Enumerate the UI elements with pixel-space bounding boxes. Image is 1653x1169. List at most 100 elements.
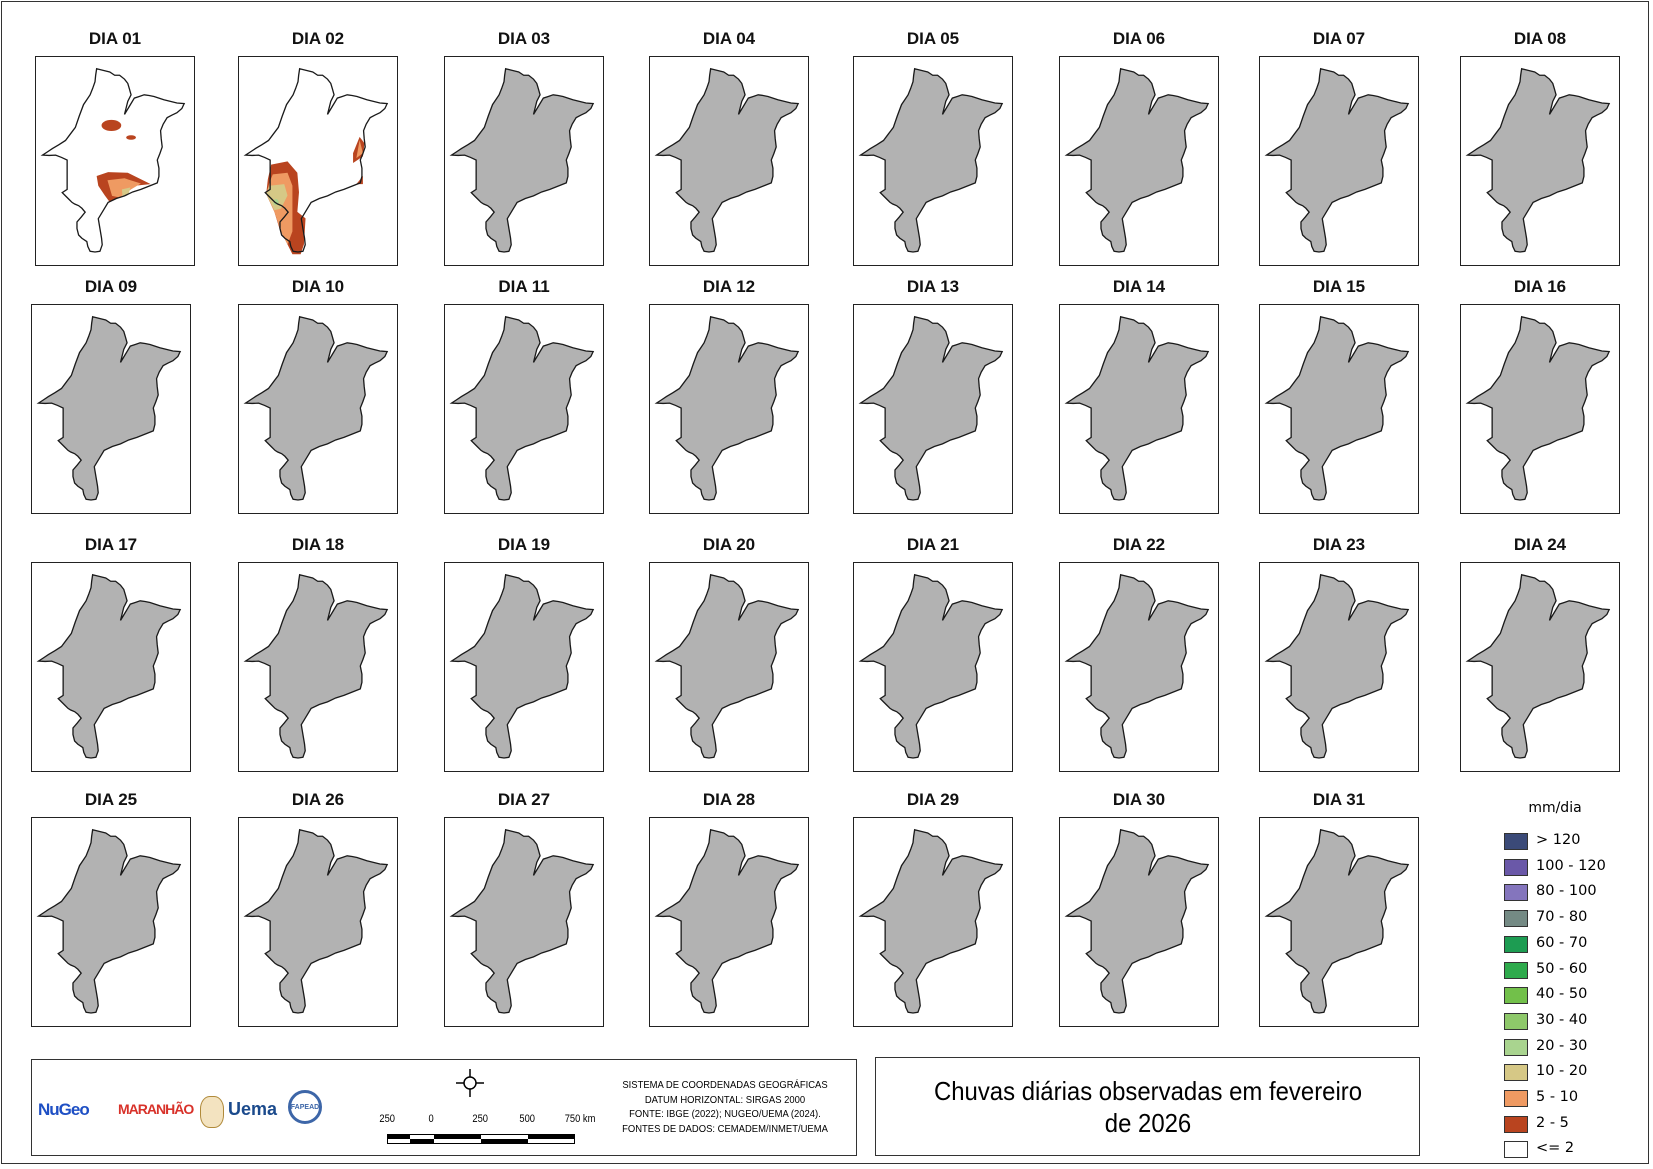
maranhao-map xyxy=(1466,316,1610,501)
legend-swatch xyxy=(1504,1038,1528,1056)
day-label: DIA 24 xyxy=(1513,535,1567,554)
legend-label: <= 2 xyxy=(1536,1140,1575,1157)
day-map-07 xyxy=(1259,56,1419,266)
maranhao-map xyxy=(1265,316,1409,501)
legend-label: 10 - 20 xyxy=(1536,1063,1588,1080)
legend-label: 100 - 120 xyxy=(1536,857,1606,874)
state-area xyxy=(38,829,181,1013)
day-map-14 xyxy=(1059,304,1219,514)
day-map-30 xyxy=(1059,817,1219,1027)
state-area xyxy=(656,829,799,1013)
day-label: DIA 01 xyxy=(88,29,142,48)
legend-swatch xyxy=(1504,1012,1528,1030)
day-map-18 xyxy=(238,562,398,772)
day-map-01 xyxy=(35,56,195,266)
state-area xyxy=(656,316,799,500)
state-area xyxy=(1467,574,1610,758)
state-area xyxy=(1266,316,1409,500)
maranhao-map xyxy=(244,68,388,255)
uema-logo: Uema xyxy=(228,1099,278,1119)
maranhao-map xyxy=(655,829,799,1014)
state-area xyxy=(860,574,1003,758)
day-map-22 xyxy=(1059,562,1219,772)
day-map-31 xyxy=(1259,817,1419,1027)
legend-title: mm/dia xyxy=(1528,800,1582,816)
maranhao-map xyxy=(655,68,799,253)
day-map-19 xyxy=(444,562,604,772)
scale-label: 250 xyxy=(472,1113,488,1125)
info-line: SISTEMA DE COORDENADAS GEOGRÁFICAS xyxy=(622,1079,828,1091)
state-area xyxy=(860,68,1003,252)
state-area xyxy=(451,68,594,252)
day-label: DIA 15 xyxy=(1312,277,1366,296)
legend-label: 70 - 80 xyxy=(1536,909,1588,926)
maranhao-map xyxy=(37,829,181,1014)
scale-label: 250 xyxy=(379,1113,395,1125)
legend-label: 30 - 40 xyxy=(1536,1011,1588,1028)
title-box: Chuvas diárias observadas em fevereiro d… xyxy=(875,1057,1420,1156)
day-map-13 xyxy=(853,304,1013,514)
footer-panel xyxy=(31,1059,857,1156)
state-area xyxy=(1066,316,1209,500)
state-area xyxy=(245,829,388,1013)
day-label: DIA 16 xyxy=(1513,277,1567,296)
legend-swatch xyxy=(1504,910,1528,928)
info-line: FONTES DE DADOS: CEMADEM/INMET/UEMA xyxy=(622,1122,828,1135)
day-label: DIA 19 xyxy=(497,535,551,554)
legend-swatch xyxy=(1504,1090,1528,1107)
state-area xyxy=(38,574,181,758)
day-label: DIA 28 xyxy=(702,790,756,809)
info-line: FONTE: IBGE (2022); NUGEO/UEMA (2024). xyxy=(629,1108,821,1120)
day-label: DIA 14 xyxy=(1112,277,1166,296)
maranhao-map xyxy=(655,574,799,759)
rain-area xyxy=(107,178,141,198)
maranhao-map xyxy=(859,574,1003,759)
legend-label: 2 - 5 xyxy=(1536,1114,1569,1131)
maranhao-map xyxy=(244,574,388,759)
legend-swatch xyxy=(1504,961,1528,979)
maranhao-map xyxy=(1265,68,1409,253)
maranhao-map xyxy=(1065,829,1209,1014)
rain-area xyxy=(356,140,363,159)
north-arrow-icon xyxy=(456,1069,484,1097)
day-label: DIA 12 xyxy=(702,277,756,296)
maranhao-map xyxy=(244,829,388,1014)
maranhao-map xyxy=(655,316,799,501)
maranhao-map xyxy=(450,316,594,501)
day-label: DIA 23 xyxy=(1312,535,1366,554)
day-label: DIA 13 xyxy=(906,277,960,296)
state-area xyxy=(245,574,388,758)
state-area xyxy=(245,68,388,252)
day-label: DIA 29 xyxy=(906,790,960,809)
day-map-06 xyxy=(1059,56,1219,266)
state-area xyxy=(1266,68,1409,252)
day-map-20 xyxy=(649,562,809,772)
maranhao-map xyxy=(1265,829,1409,1014)
state-area xyxy=(451,316,594,500)
day-label: DIA 03 xyxy=(497,29,551,48)
day-map-05 xyxy=(853,56,1013,266)
maranhao-map xyxy=(450,574,594,759)
state-area xyxy=(656,574,799,758)
maranhao-map xyxy=(859,68,1003,253)
legend-swatch xyxy=(1504,858,1528,876)
day-label: DIA 31 xyxy=(1312,790,1366,809)
day-label: DIA 07 xyxy=(1312,29,1366,48)
legend-swatch xyxy=(1504,1115,1528,1133)
rain-area xyxy=(266,184,288,211)
day-map-24 xyxy=(1460,562,1620,772)
day-map-27 xyxy=(444,817,604,1027)
day-label: DIA 04 xyxy=(702,29,756,48)
day-map-21 xyxy=(853,562,1013,772)
scale-label: 750 km xyxy=(564,1113,596,1125)
maranhao-map xyxy=(1466,68,1610,253)
maranhao-map xyxy=(37,316,181,501)
day-label: DIA 20 xyxy=(702,535,756,554)
day-label: DIA 17 xyxy=(84,535,138,554)
day-map-04 xyxy=(649,56,809,266)
day-label: DIA 02 xyxy=(291,29,345,48)
legend-label: 50 - 60 xyxy=(1536,960,1588,977)
maranhao-map xyxy=(1265,574,1409,759)
legend-label: 20 - 30 xyxy=(1536,1037,1588,1054)
maranhao-map xyxy=(859,829,1003,1014)
